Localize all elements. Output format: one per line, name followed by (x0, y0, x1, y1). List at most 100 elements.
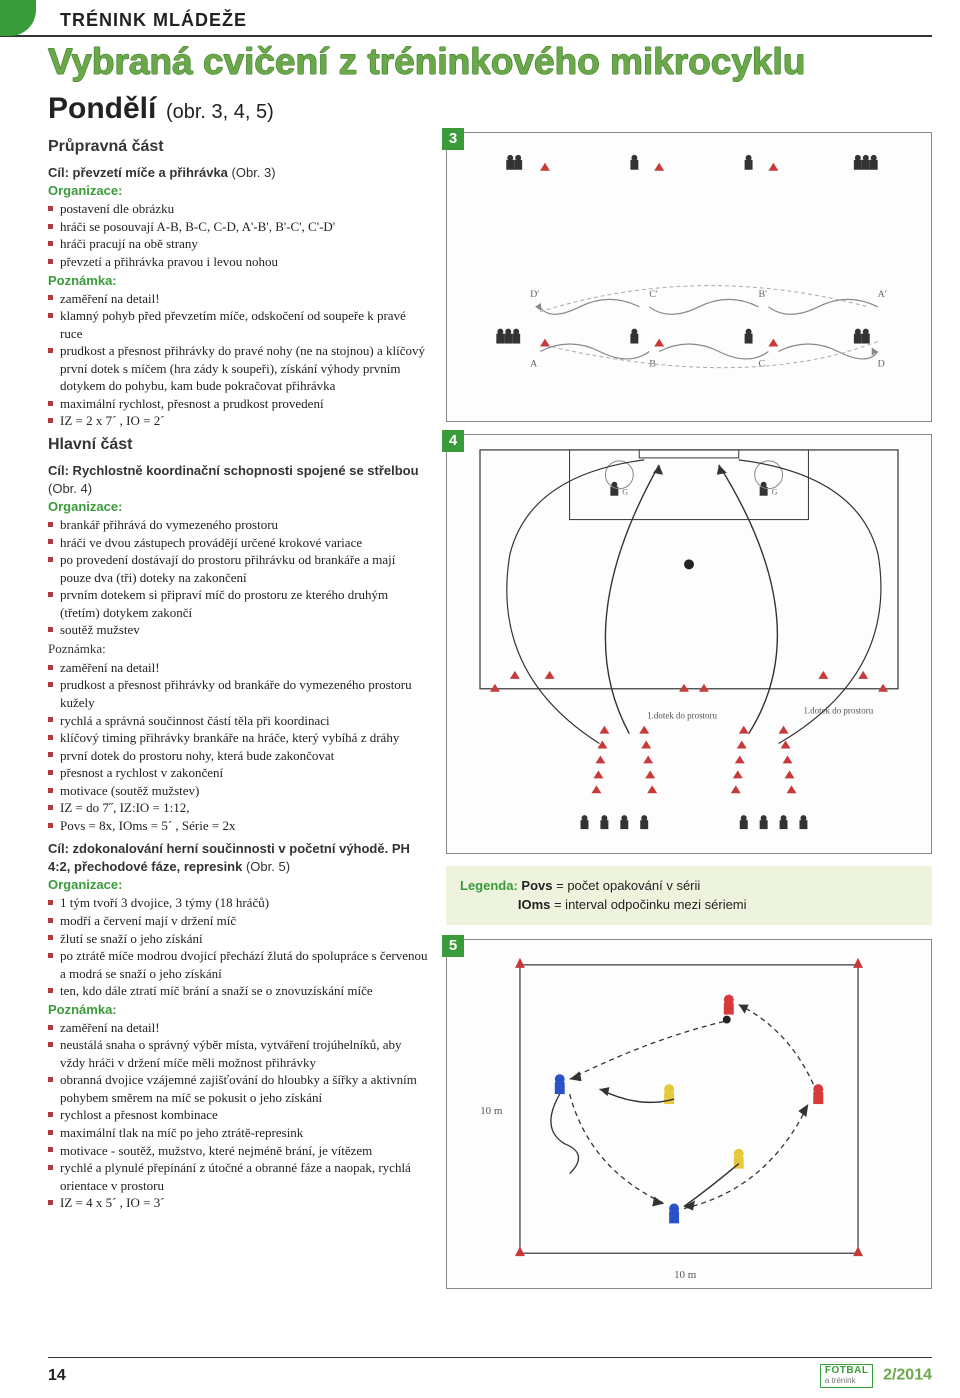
figure-5: 10 m 10 m (446, 939, 932, 1289)
page: TRÉNINK MLÁDEŽE Vybraná cvičení z trénin… (0, 0, 960, 1398)
bullet-item: ten, kdo dále ztratí míč brání a snaží s… (48, 982, 428, 1000)
figure-4: G G (446, 434, 932, 854)
player-blue-1 (555, 1074, 565, 1094)
bullet-item: postavení dle obrázku (48, 200, 428, 218)
legend-ioms-txt: = interval odpočinku mezi sériemi (550, 897, 746, 912)
legend-povs-txt: = počet opakování v sérii (553, 878, 701, 893)
bullet-item: prudkost a přesnost přihrávky do pravé n… (48, 342, 428, 395)
bullet-item: brankář přihrává do vymezeného prostoru (48, 516, 428, 534)
figure-3-svg: D' C' B' A' (447, 133, 931, 421)
bullet-item: rychlost a přesnost kombinace (48, 1106, 428, 1124)
day-label: Pondělí (48, 92, 156, 125)
block-label: Poznámka: (48, 1002, 428, 1017)
bullet-item: žlutí se snaží o jeho získání (48, 930, 428, 948)
figure-3-num: 3 (442, 128, 464, 150)
bullet-item: zaměření na detail! (48, 659, 428, 677)
bullet-item: IZ = do 7˝, IZ:IO = 1:12, (48, 799, 428, 817)
header-band: TRÉNINK MLÁDEŽE (0, 0, 932, 37)
bullet-item: zaměření na detail! (48, 290, 428, 308)
player-red-2 (813, 1084, 823, 1104)
figure-5-wrap: 5 10 m 10 m (446, 939, 932, 1289)
bullet-item: obranná dvojice vzájemné zajišťování do … (48, 1071, 428, 1106)
player-blue-2 (669, 1203, 679, 1223)
fig5-dim-h: 10 m (674, 1269, 697, 1281)
bullet-item: Povs = 8x, IOms = 5´ , Série = 2x (48, 817, 428, 835)
columns: Průpravná část Cíl: převzetí míče a přihr… (48, 132, 932, 1301)
bullet-item: prvním dotekem si připraví míč do prosto… (48, 586, 428, 621)
svg-text:G: G (772, 488, 778, 497)
block-label: Poznámka: (48, 273, 428, 288)
bullet-item: motivace - soutěž, mužstvo, které nejmén… (48, 1142, 428, 1160)
bullet-list: zaměření na detail!neustálá snaha o sprá… (48, 1019, 428, 1212)
svg-text:C': C' (649, 289, 658, 300)
subsection-heading: Průpravná část (48, 138, 428, 156)
main-title: Vybraná cvičení z tréninkového mikrocykl… (48, 43, 924, 82)
bullet-item: klíčový timing přihrávky brankáře na hrá… (48, 729, 428, 747)
bullet-item: neustálá snaha o správný výběr místa, vy… (48, 1036, 428, 1071)
figure-3: D' C' B' A' (446, 132, 932, 422)
block-label: Organizace: (48, 183, 428, 198)
exercise-figref: (Obr. 4) (48, 481, 92, 496)
bullet-item: rychlá a správná součinnost částí těla p… (48, 712, 428, 730)
exercise-goal: Cíl: zdokonalování herní součinnosti v p… (48, 840, 428, 875)
bullet-list: postavení dle obrázkuhráči se posouvají … (48, 200, 428, 270)
bullet-item: po ztrátě míče modrou dvojicí přechází ž… (48, 947, 428, 982)
figure-3-wrap: 3 D' (446, 132, 932, 422)
subsection-heading: Hlavní část (48, 436, 428, 454)
bullet-list: zaměření na detail!prudkost a přesnost p… (48, 659, 428, 834)
figure-4-num: 4 (442, 430, 464, 452)
svg-text:A': A' (878, 289, 887, 300)
svg-text:D: D (878, 358, 885, 369)
fig4-annot2: 1.dotek do prostoru (803, 706, 873, 716)
day-row: Pondělí (obr. 3, 4, 5) (48, 92, 924, 126)
bullet-item: převzetí a přihrávka pravou i levou noho… (48, 253, 428, 271)
bullet-item: maximální tlak na míč po jeho ztrátě-rep… (48, 1124, 428, 1142)
exercise-goal: Cíl: převzetí míče a přihrávka (Obr. 3) (48, 164, 428, 182)
exercise-figref: (Obr. 5) (246, 859, 290, 874)
bullet-item: zaměření na detail! (48, 1019, 428, 1037)
fig5-dim-v: 10 m (480, 1105, 503, 1117)
bullet-item: maximální rychlost, přesnost a prudkost … (48, 395, 428, 413)
footer-logo: FOTBAL a trénink (820, 1364, 874, 1388)
figure-5-svg: 10 m 10 m (447, 940, 931, 1288)
bullet-item: modří a červení mají v držení míč (48, 912, 428, 930)
footer: 14 FOTBAL a trénink 2/2014 (48, 1357, 932, 1388)
bullet-list: zaměření na detail!klamný pohyb před pře… (48, 290, 428, 430)
footer-right: FOTBAL a trénink 2/2014 (820, 1364, 932, 1388)
bullet-item: prudkost a přesnost přihrávky od brankář… (48, 676, 428, 711)
bullet-item: klamný pohyb před převzetím míče, odskoč… (48, 307, 428, 342)
block-label: Poznámka: (48, 641, 428, 657)
figure-5-num: 5 (442, 935, 464, 957)
bullet-item: hráči se posouvají A-B, B-C, C-D, A'-B',… (48, 218, 428, 236)
bullet-item: soutěž mužstev (48, 621, 428, 639)
svg-text:B': B' (759, 289, 768, 300)
fig4-annot1: 1.dotek do prostoru (647, 710, 717, 720)
bullet-item: rychlé a plynulé přepínání z útočné a ob… (48, 1159, 428, 1194)
svg-text:C: C (759, 358, 766, 369)
figure-4-svg: G G (447, 435, 931, 853)
legend-povs-key: Povs (521, 878, 552, 893)
block-label: Organizace: (48, 877, 428, 892)
bullet-item: motivace (soutěž mužstev) (48, 782, 428, 800)
exercise-goal: Cíl: Rychlostně koordinační schopnosti s… (48, 462, 428, 497)
footer-logo-bot: a trénink (825, 1376, 856, 1385)
svg-text:D': D' (530, 289, 539, 300)
day-ref: (obr. 3, 4, 5) (166, 101, 274, 123)
svg-text:A: A (530, 358, 538, 369)
exercise-figref: (Obr. 3) (232, 165, 276, 180)
footer-logo-top: FOTBAL (825, 1365, 869, 1376)
bullet-item: přesnost a rychlost v zakončení (48, 764, 428, 782)
bullet-item: IZ = 2 x 7´ , IO = 2´ (48, 412, 428, 430)
bullet-item: hráči ve dvou zástupech provádějí určené… (48, 534, 428, 552)
section-tag: TRÉNINK MLÁDEŽE (60, 10, 247, 30)
legend-ioms-key: IOms (518, 897, 551, 912)
page-number: 14 (48, 1367, 66, 1385)
figure-4-wrap: 4 G G (446, 434, 932, 854)
bullet-item: hráči pracují na obě strany (48, 235, 428, 253)
svg-text:G: G (622, 488, 628, 497)
block-label: Organizace: (48, 499, 428, 514)
bullet-item: IZ = 4 x 5´ , IO = 3´ (48, 1194, 428, 1212)
bullet-list: 1 tým tvoří 3 dvojice, 3 týmy (18 hráčů)… (48, 894, 428, 999)
bullet-item: první dotek do prostoru nohy, která bude… (48, 747, 428, 765)
bullet-list: brankář přihrává do vymezeného prostoruh… (48, 516, 428, 639)
